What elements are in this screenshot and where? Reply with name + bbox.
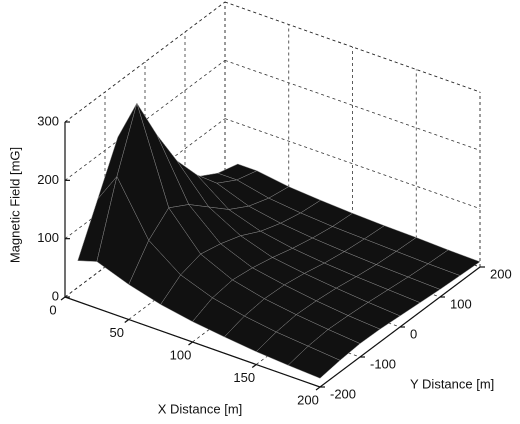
y-tick-label: 200 — [490, 266, 512, 281]
x-tick-label: 50 — [110, 325, 124, 340]
y-tick-label: 100 — [450, 296, 472, 311]
y-tick-label: -200 — [330, 386, 356, 401]
z-tick-label: 200 — [37, 172, 59, 187]
x-tick — [124, 319, 130, 323]
y-axis-label: Y Distance [m] — [410, 376, 494, 391]
z-tick-label: 300 — [37, 113, 59, 128]
z-axis-label: Magnetic Field [mG] — [7, 147, 22, 263]
z-tick-label: 0 — [52, 288, 59, 303]
x-axis-label: X Distance [m] — [158, 401, 243, 416]
surface-patch — [287, 345, 341, 379]
z-tick-label: 100 — [37, 230, 59, 245]
x-tick-label: 0 — [49, 302, 56, 317]
x-tick-label: 200 — [297, 392, 319, 407]
x-tick-label: 150 — [233, 370, 255, 385]
x-tick — [60, 296, 66, 301]
y-tick-label: 0 — [410, 326, 417, 341]
x-tick — [251, 364, 257, 368]
x-tick-label: 100 — [170, 347, 192, 362]
x-tick — [188, 341, 193, 346]
x-tick — [315, 386, 321, 391]
y-tick-label: -100 — [370, 356, 396, 371]
